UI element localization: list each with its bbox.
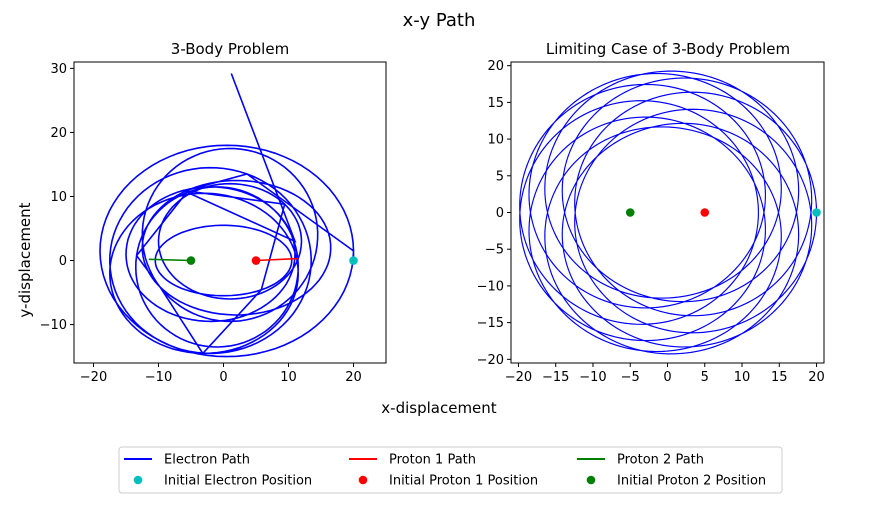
figure-suptitle: x-y Path [403, 10, 476, 31]
legend-label: Electron Path [164, 453, 250, 468]
y-tick-label: −15 [477, 316, 504, 331]
legend-label: Proton 1 Path [389, 453, 476, 468]
y-tick-label: −20 [477, 353, 504, 368]
proton-2-path-line [148, 258, 192, 262]
marker-initial-proton-1-position [700, 208, 710, 217]
x-tick-label: −20 [80, 370, 107, 385]
y-tick-label: −5 [485, 243, 504, 258]
x-tick-label: −10 [145, 370, 172, 385]
x-tick-label: 10 [280, 370, 297, 385]
x-tick-label: 10 [734, 370, 751, 385]
x-axis-title: x-displacement [381, 399, 496, 417]
proton-1-path-line [255, 257, 299, 262]
y-tick-label: 30 [50, 62, 67, 77]
x-tick-label: −15 [542, 370, 569, 385]
legend-marker-swatch [133, 475, 143, 485]
x-tick-label: 20 [345, 370, 362, 385]
electron-path-line [99, 73, 355, 358]
y-tick-label: 20 [487, 59, 504, 74]
x-tick-label: −5 [621, 370, 640, 385]
y-tick-label: 10 [50, 190, 67, 205]
legend-label: Proton 2 Path [617, 453, 704, 468]
legend: Electron Path Proton 1 Path Proton 2 Path I… [118, 446, 783, 494]
legend-marker-swatch [358, 475, 368, 485]
left-plot-area: −20 −10 0 10 20 −10 0 10 20 30 [40, 62, 362, 385]
left-axes-frame [73, 61, 387, 364]
marker-initial-electron-position [812, 208, 821, 217]
y-tick-label: −10 [40, 318, 67, 333]
x-tick-label: 15 [771, 370, 788, 385]
y-tick-label: −10 [477, 279, 504, 294]
x-tick-label: 5 [701, 370, 709, 385]
legend-label: Initial Proton 1 Position [389, 474, 538, 489]
y-tick-label: 15 [487, 96, 504, 111]
x-tick-label: 0 [219, 370, 227, 385]
legend-label: Initial Proton 2 Position [617, 474, 766, 489]
y-tick-label: 0 [59, 254, 67, 269]
marker-initial-proton-2-position [625, 208, 635, 217]
legend-label: Initial Electron Position [164, 474, 312, 489]
y-axis-title: y-displacement [16, 202, 34, 317]
marker-initial-electron-position [349, 256, 358, 265]
electron-path-band [519, 70, 818, 355]
marker-initial-proton-2-position [186, 256, 196, 265]
y-tick-label: 0 [496, 206, 504, 221]
legend-box [118, 446, 783, 494]
y-tick-label: 10 [487, 133, 504, 148]
right-panel-title: Limiting Case of 3-Body Problem [546, 40, 790, 58]
right-axes-frame [510, 61, 825, 364]
marker-initial-proton-1-position [251, 256, 261, 265]
x-tick-label: −20 [505, 370, 532, 385]
left-panel: 3-Body Problem −20 −10 0 10 20 −10 0 10 20 30 [40, 40, 387, 385]
y-tick-label: 20 [50, 126, 67, 141]
right-plot-area: −20 −15 −10 −5 0 5 10 15 20 −20 −15 −10 −5 0 5 10 15 20 [477, 59, 825, 385]
legend-marker-swatch [586, 475, 596, 485]
y-tick-label: 5 [496, 169, 504, 184]
right-panel: Limiting Case of 3-Body Problem −20 −15 −1… [477, 40, 825, 385]
legend-items: Electron Path Proton 1 Path Proton 2 Path I… [124, 453, 766, 489]
x-tick-label: 0 [663, 370, 671, 385]
x-tick-label: −10 [579, 370, 606, 385]
left-panel-title: 3-Body Problem [171, 40, 289, 58]
x-tick-label: 20 [808, 370, 825, 385]
